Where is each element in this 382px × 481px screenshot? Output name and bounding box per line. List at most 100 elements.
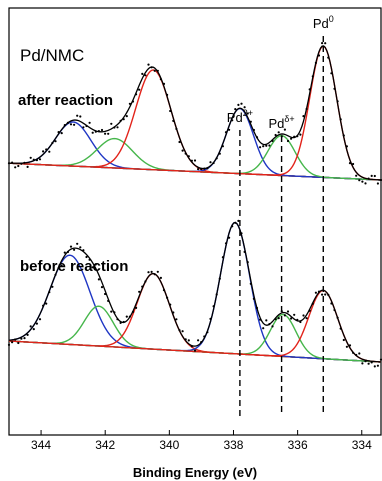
data-point	[255, 136, 259, 139]
data-point	[212, 305, 215, 308]
data-point	[324, 293, 327, 296]
data-point	[42, 304, 45, 307]
data-point	[249, 282, 252, 285]
data-point	[131, 310, 135, 313]
data-point	[286, 139, 290, 143]
data-point	[302, 115, 305, 118]
data-point	[135, 93, 138, 96]
data-point	[355, 353, 358, 357]
x-tick-label: 334	[352, 438, 372, 452]
plot-frame	[8, 7, 382, 436]
data-point	[73, 123, 76, 126]
data-point	[277, 317, 280, 320]
data-point	[317, 290, 321, 293]
data-point	[311, 75, 314, 78]
data-point	[63, 124, 66, 127]
data-point	[376, 364, 379, 367]
data-point	[355, 174, 358, 177]
data-point	[172, 119, 175, 122]
data-point	[181, 149, 184, 152]
data-point	[203, 167, 206, 170]
data-point	[57, 266, 60, 270]
data-point	[119, 119, 122, 122]
data-point	[224, 131, 228, 134]
data-point	[73, 248, 76, 251]
data-point	[200, 167, 203, 171]
data-point	[60, 132, 63, 135]
data-point	[237, 103, 240, 106]
data-point	[252, 128, 255, 132]
data-point	[283, 314, 286, 317]
data-point	[361, 180, 364, 183]
data-point	[125, 315, 128, 318]
data-point	[234, 221, 237, 224]
fit-peak-1	[8, 137, 382, 181]
data-point	[156, 270, 159, 273]
data-point	[339, 327, 342, 330]
data-point	[162, 289, 166, 292]
data-point	[193, 349, 197, 352]
data-point	[296, 318, 299, 321]
data-point	[271, 325, 274, 328]
data-point	[370, 174, 373, 177]
data-point	[48, 150, 51, 153]
data-point	[231, 119, 234, 122]
data-point	[268, 323, 271, 326]
data-point	[290, 137, 293, 140]
data-point	[107, 132, 110, 135]
data-point	[29, 325, 32, 328]
data-point	[197, 168, 200, 171]
data-point	[361, 362, 364, 365]
data-point	[175, 318, 178, 321]
data-point	[224, 242, 228, 245]
data-point	[240, 232, 243, 235]
data-point	[221, 145, 224, 148]
data-point	[63, 251, 66, 254]
data-point	[35, 159, 39, 162]
data-point	[48, 291, 51, 294]
x-tick-label: 336	[288, 438, 308, 452]
x-tick-label: 342	[95, 438, 115, 452]
data-point	[113, 126, 116, 129]
data-point	[209, 317, 212, 320]
data-point	[345, 145, 348, 148]
data-point	[352, 162, 355, 166]
data-point	[122, 118, 125, 121]
data-point	[159, 78, 162, 81]
spectra-layer	[7, 42, 382, 368]
data-point	[69, 123, 73, 126]
data-point	[159, 276, 162, 279]
data-point	[370, 361, 373, 364]
data-point	[104, 132, 107, 135]
data-point	[54, 140, 57, 143]
data-point	[187, 155, 190, 158]
data-point	[187, 339, 190, 342]
data-point	[32, 158, 35, 161]
fit-peak-1	[8, 305, 382, 363]
peak-markers-layer: Pd2+Pdδ+Pd0	[227, 14, 334, 416]
data-point	[348, 344, 352, 347]
data-point	[32, 328, 35, 331]
data-point	[342, 134, 345, 137]
data-point	[97, 278, 100, 281]
data-point	[265, 319, 268, 322]
data-point	[88, 121, 91, 124]
data-point	[100, 286, 104, 289]
x-axis: 344 342 340 338 336 334	[31, 430, 372, 452]
data-point	[234, 108, 237, 111]
data-point	[119, 321, 122, 324]
data-point	[212, 161, 215, 165]
panel-before	[7, 219, 382, 368]
data-point	[88, 258, 91, 261]
data-point	[107, 299, 110, 302]
data-point	[308, 88, 311, 91]
data-point	[45, 148, 48, 151]
data-point	[364, 182, 367, 185]
data-point	[11, 341, 14, 344]
data-point	[231, 225, 234, 228]
data-point	[38, 318, 42, 321]
data-point	[104, 292, 107, 296]
data-point	[57, 131, 60, 134]
data-point	[82, 126, 85, 129]
data-point	[293, 313, 296, 316]
